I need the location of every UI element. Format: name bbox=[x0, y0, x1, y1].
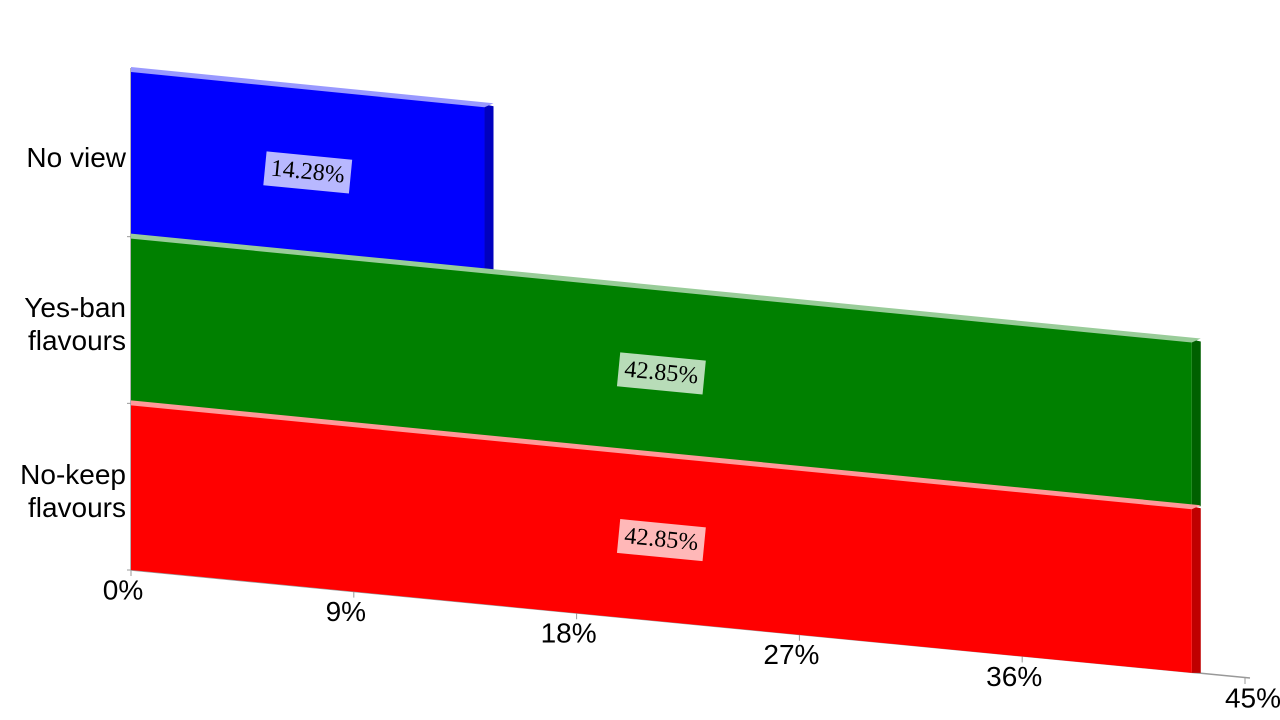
bar-side bbox=[1191, 339, 1201, 507]
bar-top bbox=[131, 400, 1201, 510]
bar-top bbox=[131, 233, 1201, 343]
x-tick-label: 18% bbox=[541, 618, 597, 649]
x-tick-label: 36% bbox=[986, 661, 1042, 692]
value-label-bg bbox=[616, 352, 706, 395]
x-tick-label: 45% bbox=[1225, 682, 1280, 713]
value-label-group: 42.85% bbox=[616, 352, 706, 395]
x-tick-label: 0% bbox=[103, 574, 143, 605]
x-tick-label: 9% bbox=[326, 596, 366, 627]
bar-top bbox=[131, 67, 494, 108]
y-tick-label: No-keep flavours bbox=[20, 458, 126, 523]
value-label-group: 42.85% bbox=[616, 519, 706, 562]
x-tick-label: 27% bbox=[763, 639, 819, 670]
y-tick-label: Yes-ban flavours bbox=[24, 292, 126, 356]
bar-side bbox=[484, 104, 494, 271]
bar-side bbox=[1191, 506, 1201, 673]
value-label-bg bbox=[616, 519, 706, 562]
value-label-bg bbox=[263, 151, 353, 194]
y-tick-label: No view bbox=[26, 141, 126, 173]
value-label-group: 14.28% bbox=[263, 151, 353, 194]
